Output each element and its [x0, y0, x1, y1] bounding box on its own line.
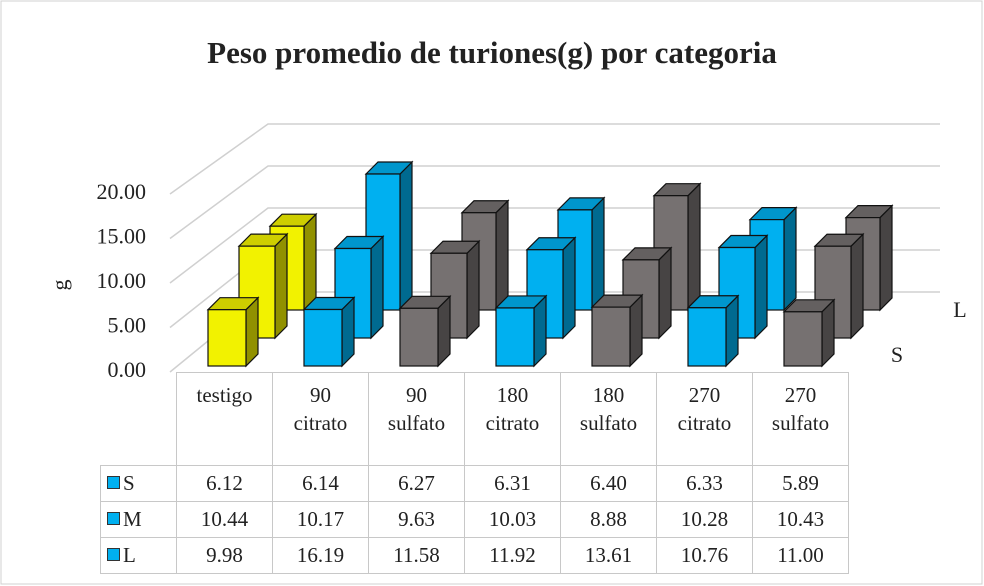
category-label: 90 sulfato: [368, 372, 465, 466]
bar-side: [466, 239, 480, 340]
bar-side: [370, 235, 384, 340]
legend-label: M: [123, 507, 142, 531]
depth-label: L: [953, 297, 966, 322]
y-tick-label: 15.00: [97, 224, 147, 249]
bar-side: [591, 196, 605, 312]
value-cell: 11.92: [464, 537, 561, 574]
table-row: S 6.12 6.14 6.27 6.31 6.40 6.33 5.89: [100, 465, 849, 502]
value-cell: 11.58: [368, 537, 465, 574]
value-cell: 9.98: [176, 537, 273, 574]
legend-key: [107, 512, 120, 525]
value-cell: 5.89: [752, 465, 849, 502]
table-corner: [100, 372, 177, 466]
bar-side: [274, 232, 288, 340]
value-cell: 10.43: [752, 501, 849, 538]
value-cell: 10.44: [176, 501, 273, 538]
legend-cell: L: [100, 537, 177, 574]
value-cell: 6.14: [272, 465, 369, 502]
grid-line: [169, 207, 940, 284]
value-cell: 6.40: [560, 465, 657, 502]
bar: [783, 311, 823, 367]
bar: [207, 309, 247, 367]
table-header-row: testigo 90 citrato 90 sulfato 180 citrato 18…: [100, 372, 849, 466]
bar: [591, 306, 631, 367]
value-cell: 10.28: [656, 501, 753, 538]
data-table: testigo 90 citrato 90 sulfato 180 citrato 18…: [100, 372, 849, 574]
y-tick-label: 10.00: [97, 268, 147, 293]
legend-label: L: [123, 543, 136, 567]
value-cell: 6.12: [176, 465, 273, 502]
category-label: 270 sulfato: [752, 372, 849, 466]
bar-side: [495, 199, 509, 312]
bar-side: [303, 212, 317, 312]
table-row: L 9.98 16.19 11.58 11.92 13.61 10.76 11.00: [100, 537, 849, 574]
bar: [303, 308, 343, 367]
y-axis-label: g: [47, 280, 72, 291]
legend-key: [107, 548, 120, 561]
value-cell: 8.88: [560, 501, 657, 538]
value-cell: 16.19: [272, 537, 369, 574]
bar: [687, 307, 727, 367]
y-tick-label: 5.00: [108, 313, 147, 338]
bar-side: [879, 204, 893, 312]
bar-side: [658, 246, 672, 340]
category-label: 180 sulfato: [560, 372, 657, 466]
bar-side: [783, 206, 797, 312]
y-tick-label: 20.00: [97, 179, 147, 204]
bar-side: [562, 236, 576, 340]
grid-line: [169, 165, 940, 240]
legend-key: [107, 476, 120, 489]
bar-side: [850, 232, 864, 340]
bar-side: [754, 234, 768, 340]
grid-line: [169, 123, 940, 195]
value-cell: 13.61: [560, 537, 657, 574]
value-cell: 11.00: [752, 537, 849, 574]
bar: [495, 307, 535, 367]
value-cell: 6.31: [464, 465, 561, 502]
category-label: 90 citrato: [272, 372, 369, 466]
category-label: testigo: [176, 372, 273, 466]
table-row: M 10.44 10.17 9.63 10.03 8.88 10.28 10.43: [100, 501, 849, 538]
chart-title: Peso promedio de turiones(g) por categor…: [207, 35, 777, 70]
legend-cell: M: [100, 501, 177, 538]
legend-label: S: [123, 471, 135, 495]
depth-label: S: [891, 342, 903, 367]
value-cell: 6.33: [656, 465, 753, 502]
value-cell: 6.27: [368, 465, 465, 502]
bar: [399, 307, 439, 367]
value-cell: 9.63: [368, 501, 465, 538]
value-cell: 10.03: [464, 501, 561, 538]
value-cell: 10.76: [656, 537, 753, 574]
value-cell: 10.17: [272, 501, 369, 538]
bar-side: [687, 182, 701, 312]
category-label: 180 citrato: [464, 372, 561, 466]
category-label: 270 citrato: [656, 372, 753, 466]
bar-side: [399, 160, 413, 312]
legend-cell: S: [100, 465, 177, 502]
